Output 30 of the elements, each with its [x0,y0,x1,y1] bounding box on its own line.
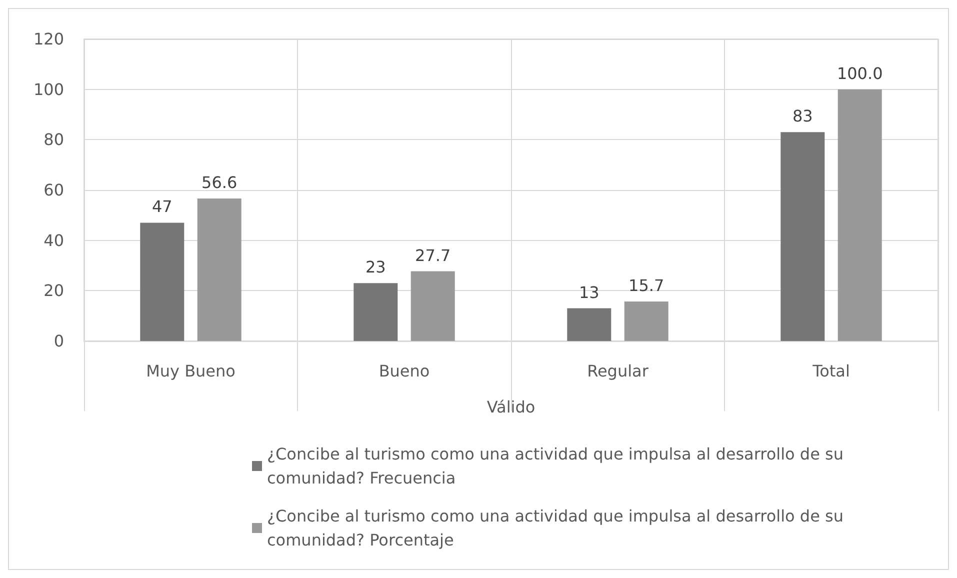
legend-label: ¿Concibe al turismo como una actividad que impulsa al desarrollo de su comunidad? Porcentaje [267,506,849,550]
data-label: 15.7 [628,276,664,295]
bar [780,132,825,341]
bar [838,89,882,341]
y-tick-label: 40 [44,230,64,250]
bar [197,198,242,341]
x-tick-label: Total [812,362,850,380]
data-label: 83 [792,106,813,126]
x-tick-label: Muy Bueno [146,362,236,380]
y-tick-label: 0 [54,332,64,350]
data-label: 56.6 [202,173,238,192]
y-tick-label: 60 [44,180,64,200]
y-tick-label: 100 [33,80,64,99]
data-label: 13 [578,282,600,302]
data-label: 27.7 [415,246,451,265]
y-tick-label: 120 [33,30,64,48]
data-label: 47 [152,197,172,216]
legend-label: ¿Concibe al turismo como una actividad que impulsa al desarrollo de su comunidad? Frecuencia [267,444,849,488]
bar [140,222,184,341]
bar [567,308,612,341]
y-tick-label: 80 [44,130,64,150]
y-tick-label: 20 [44,281,64,300]
bar [410,271,455,341]
x-axis-title: Válido [486,398,536,416]
x-tick-label: Bueno [378,362,430,380]
bar [624,301,668,341]
x-tick-label: Regular [587,362,649,380]
data-label: 23 [365,258,386,277]
data-label: 100.0 [836,64,883,83]
bar [354,283,398,341]
